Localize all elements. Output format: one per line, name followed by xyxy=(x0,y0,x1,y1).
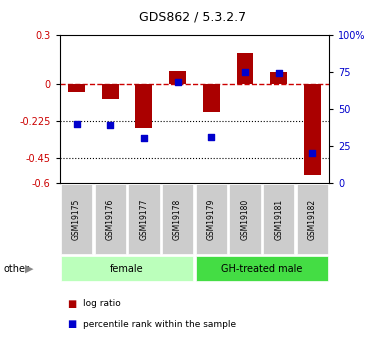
Point xyxy=(309,150,315,156)
Text: percentile rank within the sample: percentile rank within the sample xyxy=(83,320,236,329)
Point xyxy=(242,69,248,75)
Text: GSM19178: GSM19178 xyxy=(173,198,182,240)
Text: other: other xyxy=(4,264,30,274)
Bar xyxy=(136,84,152,128)
Text: GH-treated male: GH-treated male xyxy=(221,264,303,274)
Text: GSM19175: GSM19175 xyxy=(72,198,81,240)
Bar xyxy=(169,71,186,84)
Point xyxy=(174,79,181,85)
Bar xyxy=(236,53,253,84)
Text: GSM19176: GSM19176 xyxy=(106,198,115,240)
Point xyxy=(74,121,80,126)
Text: GSM19182: GSM19182 xyxy=(308,198,317,240)
Point xyxy=(141,136,147,141)
Bar xyxy=(203,84,220,112)
Text: GSM19180: GSM19180 xyxy=(241,198,249,240)
Text: female: female xyxy=(110,264,144,274)
Bar xyxy=(68,84,85,92)
Text: log ratio: log ratio xyxy=(83,299,121,308)
Text: ■: ■ xyxy=(67,299,77,308)
Text: GSM19179: GSM19179 xyxy=(207,198,216,240)
Bar xyxy=(270,72,287,84)
Point xyxy=(107,122,113,128)
Point xyxy=(208,134,214,140)
Text: ▶: ▶ xyxy=(25,264,33,274)
Text: GDS862 / 5.3.2.7: GDS862 / 5.3.2.7 xyxy=(139,10,246,23)
Text: ■: ■ xyxy=(67,319,77,329)
Point xyxy=(276,70,282,76)
Text: GSM19181: GSM19181 xyxy=(274,198,283,240)
Text: GSM19177: GSM19177 xyxy=(139,198,148,240)
Bar xyxy=(102,84,119,99)
Bar xyxy=(304,84,321,175)
